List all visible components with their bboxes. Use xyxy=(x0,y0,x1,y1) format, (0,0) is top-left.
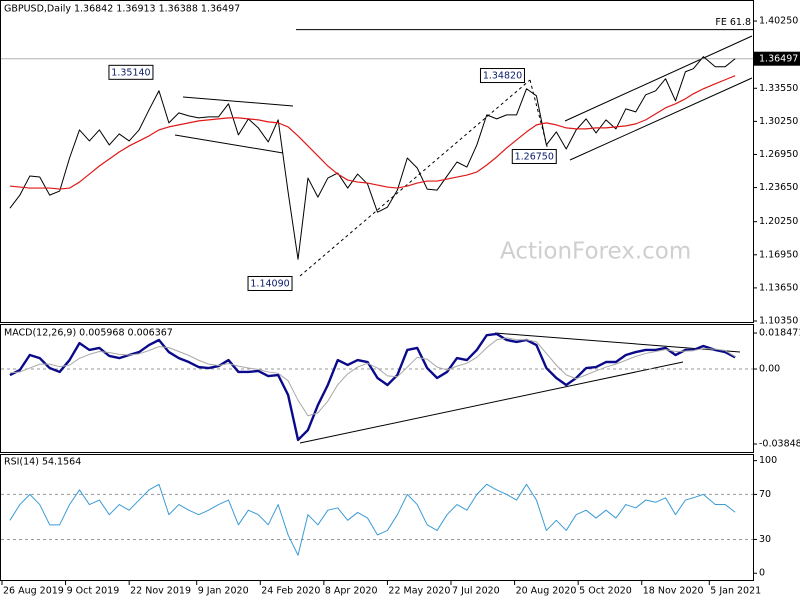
x-tick-label: 5 Jan 2021 xyxy=(710,586,761,597)
y-tick-label: 1.10350 xyxy=(759,315,798,326)
series-line xyxy=(9,75,736,190)
y-tick-label: 0.00 xyxy=(759,364,780,375)
trend-line xyxy=(299,361,684,444)
x-tick-label: 8 Apr 2020 xyxy=(325,586,378,597)
x-tick-label: 18 Nov 2020 xyxy=(643,586,704,597)
x-tick-label: 20 Aug 2020 xyxy=(516,586,577,597)
x-tick-label: 22 Nov 2019 xyxy=(130,586,191,597)
y-tick-label: 1.23650 xyxy=(759,182,798,193)
y-tick-label: 30 xyxy=(759,534,771,545)
y-tick-label: 1.20250 xyxy=(759,216,798,227)
trend-line xyxy=(564,35,753,122)
series-line xyxy=(9,483,736,556)
fe-label: FE 61.8 xyxy=(715,17,751,28)
series-line xyxy=(9,337,736,417)
macd-title: MACD(12,26,9) 0.005968 0.006367 xyxy=(4,328,173,339)
x-tick-label: 26 Aug 2019 xyxy=(3,586,64,597)
x-tick-label: 9 Jan 2020 xyxy=(198,586,249,597)
x-tick-label: 7 Jul 2020 xyxy=(452,586,500,597)
annotation-label: 1.26750 xyxy=(515,151,554,162)
y-tick-label: 0 xyxy=(759,568,765,579)
y-tick-label: 0.018471 xyxy=(759,328,800,339)
annotation-box xyxy=(247,275,293,291)
x-tick-label: 5 Oct 2020 xyxy=(579,586,632,597)
last-price-label: 1.36497 xyxy=(759,54,798,65)
macd-panel xyxy=(0,324,754,453)
y-tick-label: 100 xyxy=(759,455,777,466)
x-tick-label: 9 Oct 2019 xyxy=(67,586,120,597)
y-tick-label: 1.16950 xyxy=(759,249,798,260)
x-tick-label: 22 May 2020 xyxy=(388,586,450,597)
trend-line xyxy=(569,77,753,161)
rsi-panel xyxy=(0,454,754,581)
y-tick-label: 70 xyxy=(759,489,771,500)
trend-line xyxy=(299,79,531,277)
y-tick-label: 1.40250 xyxy=(759,16,798,27)
y-tick-label: 1.33550 xyxy=(759,83,798,94)
trend-line xyxy=(182,96,294,107)
trend-line xyxy=(174,134,284,154)
y-tick-label: 1.13650 xyxy=(759,282,798,293)
x-tick-label: 24 Feb 2020 xyxy=(261,586,320,597)
rsi-title: RSI(14) 54.1564 xyxy=(4,457,81,468)
annotation-label: 1.14090 xyxy=(250,278,289,289)
y-tick-label: 1.26950 xyxy=(759,149,798,160)
annotation-box xyxy=(479,68,525,84)
annotation-box xyxy=(511,148,557,164)
watermark: ActionForex.com xyxy=(500,239,691,265)
annotation-label: 1.35140 xyxy=(111,67,150,78)
annotation-label: 1.34820 xyxy=(483,71,522,82)
y-tick-label: 1.30250 xyxy=(759,116,798,127)
last-price-box xyxy=(754,51,800,66)
y-tick-label: -0.038486 xyxy=(759,438,800,449)
price-title: GBPUSD,Daily 1.36842 1.36913 1.36388 1.3… xyxy=(4,4,240,15)
annotation-box xyxy=(108,64,154,80)
price-panel xyxy=(0,0,754,323)
